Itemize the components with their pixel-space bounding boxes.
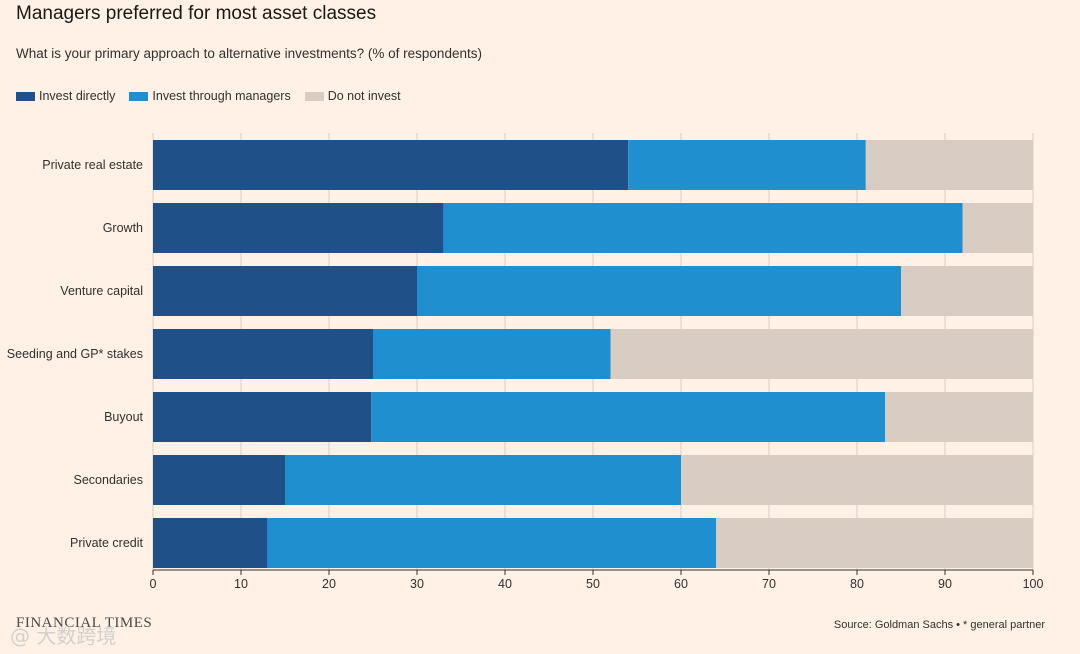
legend-item-invest-managers: Invest through managers <box>129 89 291 103</box>
bar-venture-capital-do-not-invest <box>901 266 1033 316</box>
bar-growth-invest-through-managers <box>443 203 963 253</box>
category-label: Secondaries <box>74 473 144 487</box>
x-tick-label: 30 <box>410 577 424 591</box>
bar-venture-capital-invest-directly <box>153 266 417 316</box>
category-label: Buyout <box>104 410 143 424</box>
bar-private-real-estate-do-not-invest <box>865 140 1033 190</box>
x-tick-label: 100 <box>1023 577 1044 591</box>
x-tick-label: 20 <box>322 577 336 591</box>
x-tick-label: 40 <box>498 577 512 591</box>
bar-secondaries-do-not-invest <box>681 455 1033 505</box>
legend-swatch-invest-directly <box>16 91 35 101</box>
ft-logo: FINANCIAL TIMES <box>16 615 153 631</box>
x-tick-label: 80 <box>850 577 864 591</box>
bar-private-credit-invest-through-managers <box>267 518 717 568</box>
legend: Invest directly Invest through managers … <box>16 89 401 103</box>
legend-label-do-not-invest: Do not invest <box>327 89 401 103</box>
x-tick-label: 60 <box>674 577 688 591</box>
category-label: Venture capital <box>60 284 143 298</box>
bar-secondaries-invest-through-managers <box>285 455 681 505</box>
x-tick-label: 10 <box>234 577 248 591</box>
x-tick-label: 0 <box>150 577 157 591</box>
bar-growth-invest-directly <box>153 203 444 253</box>
watermark: @ 大数跨境 <box>10 624 117 648</box>
bar-private-real-estate-invest-through-managers <box>628 140 866 190</box>
category-label: Seeding and GP* stakes <box>7 347 143 361</box>
bar-venture-capital-invest-through-managers <box>417 266 901 316</box>
x-tick-label: 70 <box>762 577 776 591</box>
bar-buyout-invest-through-managers <box>371 392 886 442</box>
source-note: Source: Goldman Sachs • * general partne… <box>833 619 1045 631</box>
bar-seeding-and-gp-stakes-invest-directly <box>153 329 373 379</box>
legend-swatch-invest-managers <box>129 91 149 101</box>
bar-seeding-and-gp-stakes-invest-through-managers <box>373 329 611 379</box>
bar-buyout-invest-directly <box>153 392 372 442</box>
bar-secondaries-invest-directly <box>153 455 285 505</box>
bar-growth-do-not-invest <box>962 203 1033 253</box>
legend-label-invest-directly: Invest directly <box>39 89 116 103</box>
legend-item-do-not-invest: Do not invest <box>304 89 401 103</box>
x-tick-label: 50 <box>586 577 600 591</box>
legend-label-invest-managers: Invest through managers <box>152 89 291 103</box>
x-tick-label: 90 <box>938 577 952 591</box>
legend-swatch-do-not-invest <box>304 91 324 101</box>
chart-subtitle: What is your primary approach to alterna… <box>16 46 482 61</box>
category-label: Private real estate <box>42 158 143 172</box>
category-label: Private credit <box>70 536 143 550</box>
bar-buyout-do-not-invest <box>885 392 1033 442</box>
bar-private-credit-do-not-invest <box>716 518 1033 568</box>
bar-private-real-estate-invest-directly <box>153 140 629 190</box>
category-label: Growth <box>103 221 143 235</box>
legend-item-invest-directly: Invest directly <box>16 89 115 103</box>
chart-title: Managers preferred for most asset classe… <box>16 3 377 24</box>
bar-private-credit-invest-directly <box>153 518 268 568</box>
bar-seeding-and-gp-stakes-do-not-invest <box>610 329 1033 379</box>
